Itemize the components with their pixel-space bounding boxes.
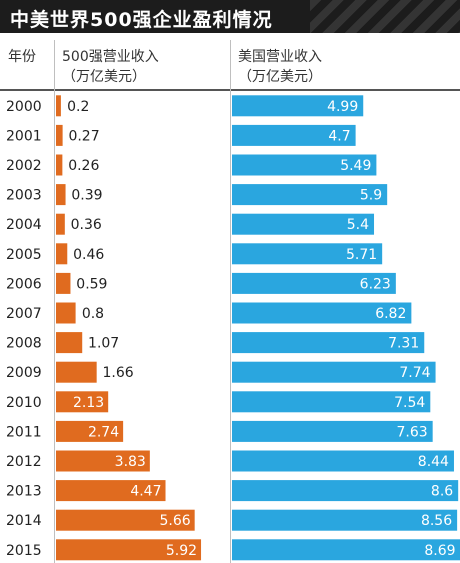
china-bar <box>56 361 97 383</box>
china-value-label: 0.39 <box>71 188 102 204</box>
us-value-label: 6.82 <box>375 306 406 322</box>
us-bar <box>232 243 383 265</box>
us-value-label: 7.31 <box>388 336 419 352</box>
year-label: 2006 <box>6 276 42 292</box>
us-bar <box>232 272 396 294</box>
china-value-label: 5.92 <box>166 543 197 559</box>
china-bar <box>56 332 83 354</box>
year-label: 2008 <box>6 336 42 352</box>
year-label: 2002 <box>6 158 42 174</box>
us-bar <box>232 95 364 117</box>
us-value-label: 5.49 <box>340 158 371 174</box>
year-label: 2011 <box>6 424 42 440</box>
title-stripe-decoration <box>310 0 460 33</box>
china-bar <box>56 95 61 117</box>
china-bar <box>56 450 150 472</box>
us-bar <box>232 332 425 354</box>
china-bar <box>56 302 76 324</box>
middle-column-divider <box>230 40 231 563</box>
us-bar <box>232 539 460 561</box>
us-value-label: 4.99 <box>327 99 358 115</box>
china-value-label: 2.74 <box>88 424 119 440</box>
year-label: 2015 <box>6 543 42 559</box>
us-bar <box>232 302 412 324</box>
year-label: 2001 <box>6 128 42 144</box>
us-column-header: 美国营业收入 <box>238 49 322 65</box>
title-bar: 中美世界500强企业盈利情况 <box>0 0 460 33</box>
us-value-label: 6.23 <box>360 276 391 292</box>
china-value-label: 5.66 <box>159 513 190 529</box>
year-label: 2009 <box>6 365 42 381</box>
year-label: 2005 <box>6 247 42 263</box>
us-value-label: 5.71 <box>346 247 377 263</box>
china-bar <box>56 391 109 413</box>
us-bar <box>232 450 454 472</box>
china-value-label: 1.66 <box>102 365 133 381</box>
year-column-header: 年份 <box>8 49 36 65</box>
us-value-label: 5.4 <box>347 217 369 233</box>
china-column-header: 500强营业收入 <box>62 49 159 65</box>
us-bar <box>232 361 436 383</box>
us-value-label: 4.7 <box>328 128 350 144</box>
us-bar <box>232 184 388 206</box>
us-value-label: 7.74 <box>399 365 430 381</box>
china-value-label: 0.59 <box>76 276 107 292</box>
china-value-label: 0.46 <box>73 247 104 263</box>
china-bar <box>56 124 63 146</box>
chart-title: 中美世界500强企业盈利情况 <box>10 9 273 31</box>
us-value-label: 8.6 <box>431 484 453 500</box>
china-value-label: 0.8 <box>82 306 104 322</box>
year-label: 2007 <box>6 306 42 322</box>
china-bar <box>56 272 71 294</box>
year-label: 2013 <box>6 484 42 500</box>
china-value-label: 0.27 <box>68 128 99 144</box>
us-bar <box>232 509 458 531</box>
us-bar <box>232 154 377 176</box>
year-label: 2003 <box>6 188 42 204</box>
china-value-label: 4.47 <box>130 484 161 500</box>
us-bar <box>232 480 459 502</box>
china-value-label: 3.83 <box>115 454 146 470</box>
year-label: 2010 <box>6 395 42 411</box>
china-bar <box>56 509 195 531</box>
year-label: 2014 <box>6 513 42 529</box>
china-value-label: 1.07 <box>88 336 119 352</box>
us-value-label: 8.44 <box>418 454 449 470</box>
china-column-unit: （万亿美元） <box>62 69 146 85</box>
china-bar <box>56 154 63 176</box>
us-bar <box>232 213 375 235</box>
year-label: 2004 <box>6 217 42 233</box>
us-value-label: 7.54 <box>394 395 425 411</box>
us-bar <box>232 391 431 413</box>
china-bar <box>56 213 65 235</box>
china-value-label: 0.2 <box>67 99 89 115</box>
year-label: 2000 <box>6 99 42 115</box>
china-bar <box>56 480 166 502</box>
us-bar <box>232 420 433 442</box>
china-value-label: 2.13 <box>73 395 104 411</box>
year-column-divider <box>54 40 55 563</box>
us-value-label: 5.9 <box>360 188 382 204</box>
us-column-unit: （万亿美元） <box>238 69 322 85</box>
china-value-label: 0.36 <box>71 217 102 233</box>
us-value-label: 7.63 <box>396 424 427 440</box>
china-bar <box>56 539 202 561</box>
china-value-label: 0.26 <box>68 158 99 174</box>
china-bar <box>56 420 124 442</box>
us-bar <box>232 124 356 146</box>
us-value-label: 8.56 <box>421 513 452 529</box>
year-label: 2012 <box>6 454 42 470</box>
china-bar <box>56 243 68 265</box>
us-value-label: 8.69 <box>424 543 455 559</box>
china-bar <box>56 184 66 206</box>
